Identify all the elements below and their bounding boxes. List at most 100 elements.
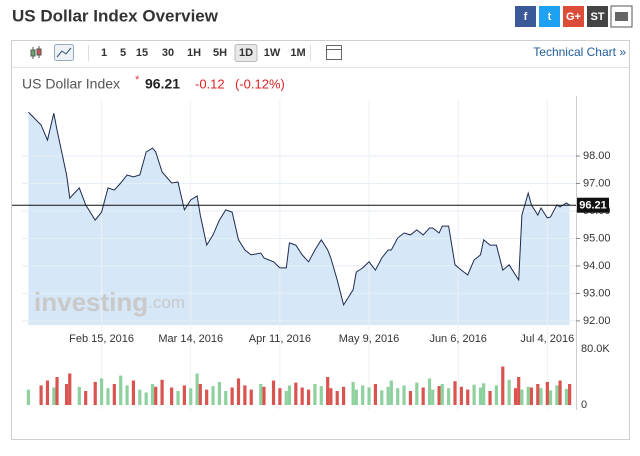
volume-bar [224, 391, 228, 405]
volume-bar [313, 384, 317, 405]
volume-bar [539, 388, 543, 405]
y-tick-label: 98.00 [583, 150, 611, 162]
y-tick-label: 93.00 [583, 287, 611, 299]
share-button[interactable] [563, 6, 584, 27]
volume-bar [488, 391, 492, 405]
interval-button[interactable]: 15 [136, 47, 148, 59]
volume-bar [287, 385, 292, 405]
volume-bar [77, 386, 81, 405]
instrument-name: US Dollar Index [22, 76, 120, 92]
interval-button[interactable]: 1D [239, 47, 253, 59]
volume-bar [131, 380, 136, 405]
technical-chart-link[interactable]: Technical Chart » [533, 45, 626, 59]
volume-bar [402, 385, 406, 405]
volume-tick-label: 0 [581, 399, 587, 411]
volume-bar [380, 390, 384, 405]
volume-bar [408, 391, 413, 405]
interval-button[interactable]: 5H [213, 47, 227, 59]
volume-bar [106, 388, 110, 405]
candle-icon[interactable] [30, 46, 42, 59]
volume-bar [230, 387, 234, 405]
price-change-percent: (-0.12%) [235, 76, 285, 91]
watermark-brand: investing [34, 287, 148, 317]
page-title: US Dollar Index Overview [12, 6, 219, 25]
volume-bar [189, 388, 193, 405]
y-tick-label: 97.00 [583, 177, 611, 189]
volume-bar [182, 385, 186, 405]
volume-bar [558, 380, 562, 405]
share-label: ST [590, 11, 604, 23]
volume-bar [431, 389, 435, 405]
volume-bar [386, 386, 390, 405]
interval-button[interactable]: 5 [120, 47, 126, 59]
volume-bar [421, 387, 425, 405]
volume-bar [415, 382, 419, 405]
last-price: 96.21 [145, 76, 180, 92]
volume-bar [278, 388, 282, 405]
x-tick-label: Jul 4, 2016 [520, 333, 574, 345]
volume-bar [389, 380, 393, 405]
volume-bar [262, 386, 266, 405]
share-label: f [524, 11, 528, 23]
volume-bar [39, 385, 43, 405]
volume-bar [437, 386, 441, 405]
volume-bar [326, 377, 330, 405]
volume-bar [125, 385, 129, 405]
volume-bar [55, 377, 59, 405]
volume-bar [160, 379, 164, 405]
volume-bar [294, 382, 298, 405]
volume-bar [482, 383, 486, 405]
volume-bar [284, 391, 288, 405]
volume-bar [367, 387, 371, 405]
volume-bar [150, 384, 155, 405]
x-tick-label: Apr 11, 2016 [249, 333, 311, 345]
volume-bar [329, 388, 333, 405]
volume-bar [319, 386, 323, 405]
volume-bar [526, 386, 530, 405]
volume-bar [205, 389, 209, 405]
area-fill [28, 112, 570, 325]
interval-button[interactable]: 30 [162, 47, 174, 59]
volume-bar [568, 384, 572, 405]
volume-bar [453, 381, 457, 405]
volume-bar [195, 373, 199, 405]
interval-button[interactable]: 1M [290, 47, 305, 59]
volume-bar [138, 389, 142, 405]
volume-bar [548, 390, 553, 405]
volume-bar [300, 387, 304, 405]
volume-bar [259, 384, 263, 405]
volume-bar [351, 381, 355, 405]
last-price-label: 96.21 [579, 200, 607, 212]
interval-button[interactable]: 1H [187, 47, 201, 59]
price-line [28, 111, 570, 307]
volume-bar [119, 375, 123, 405]
share-button[interactable] [587, 6, 608, 27]
volume-bar [198, 384, 202, 405]
x-tick-label: Jun 6, 2016 [429, 333, 487, 345]
share-button[interactable] [515, 6, 536, 27]
volume-bar [26, 389, 30, 405]
share-button[interactable] [539, 6, 560, 27]
volume-bar [45, 380, 50, 405]
price-change: -0.12 [195, 76, 225, 91]
interval-button[interactable]: 1W [264, 47, 281, 59]
interval-button[interactable]: 1 [101, 47, 107, 59]
volume-bar [249, 389, 253, 405]
interval-active [234, 44, 258, 62]
share-label: G+ [566, 11, 581, 23]
x-tick-label: Feb 15, 2016 [69, 333, 134, 345]
volume-bar [154, 386, 158, 405]
widget-frame [11, 40, 630, 440]
volume-bar [520, 389, 524, 405]
x-tick-label: May 9, 2016 [339, 333, 400, 345]
volume-bar [176, 391, 180, 405]
volume-tick-label: 80.0K [581, 343, 610, 355]
volume-bar [459, 386, 463, 405]
volume-bar [440, 384, 444, 405]
settings-icon[interactable] [326, 45, 342, 60]
volume-bar [93, 381, 97, 405]
volume-bar [501, 366, 505, 405]
volume-bar [478, 387, 483, 405]
